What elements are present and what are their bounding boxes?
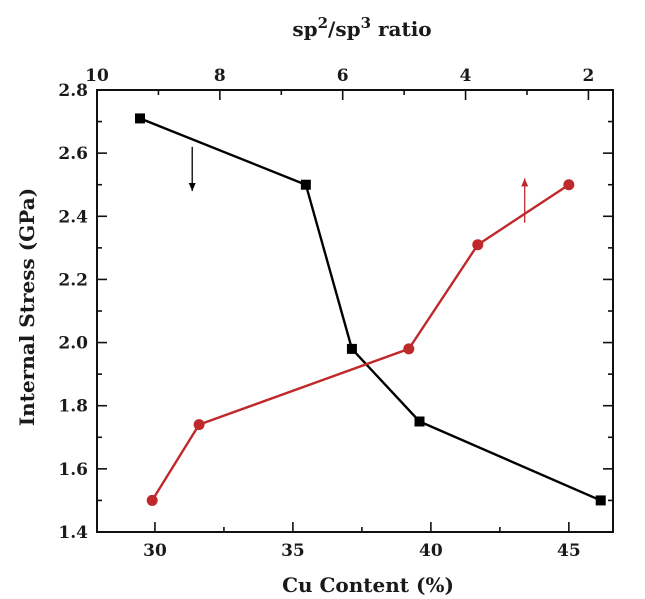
axis-indicator-arrowhead — [521, 178, 529, 187]
plot-area: 30 35 40 45 10 8 6 4 2 1.4 1.6 1.8 2.0 2.2 2.4 2.6 2.8 — [58, 66, 614, 561]
x-tick-label: 35 — [281, 541, 305, 561]
series-line-1 — [139, 117, 602, 502]
top-axis-title-part: sp — [292, 17, 317, 41]
top-tick-label: 2 — [583, 66, 595, 86]
top-axis-title-part: /sp — [328, 17, 361, 41]
top-axis-title: sp2/sp3 ratio — [292, 14, 431, 41]
series-line-2 — [151, 183, 570, 502]
y-tick-label: 2.8 — [58, 81, 88, 101]
data-point-square — [135, 113, 145, 124]
top-tick-label: 4 — [460, 66, 472, 86]
y-axis-title: Internal Stress (GPa) — [15, 188, 39, 426]
top-tick-label: 6 — [337, 66, 349, 86]
y-tick-label: 2.4 — [58, 207, 88, 227]
top-axis-title-part: 3 — [361, 14, 371, 32]
data-point-circle — [403, 343, 415, 355]
data-point-square — [346, 343, 357, 354]
axis-indicator-arrowhead — [188, 183, 196, 192]
x-tick-label: 40 — [419, 541, 443, 561]
top-axis-title-part: ratio — [371, 17, 432, 41]
x-axis-title: Cu Content (%) — [282, 573, 454, 597]
y-tick-label: 2.0 — [58, 334, 88, 354]
x-tick-label: 45 — [557, 541, 581, 561]
y-tick-label: 2.6 — [58, 144, 88, 164]
data-point-circle — [472, 239, 484, 251]
y-tick-label: 2.2 — [58, 270, 88, 290]
top-tick-label: 10 — [85, 66, 109, 86]
data-point-square — [300, 179, 311, 190]
y-tick-label: 1.4 — [58, 523, 88, 543]
data-point-square — [595, 495, 606, 506]
top-tick-label: 8 — [214, 66, 226, 86]
y-tick-label: 1.6 — [58, 460, 88, 480]
x-tick-label: 30 — [143, 541, 167, 561]
y-tick-label: 1.8 — [58, 397, 88, 417]
data-point-circle — [563, 179, 575, 191]
data-point-square — [414, 416, 425, 427]
top-axis-title-part: 2 — [318, 14, 328, 32]
data-point-circle — [193, 419, 205, 431]
data-point-circle — [146, 494, 158, 506]
